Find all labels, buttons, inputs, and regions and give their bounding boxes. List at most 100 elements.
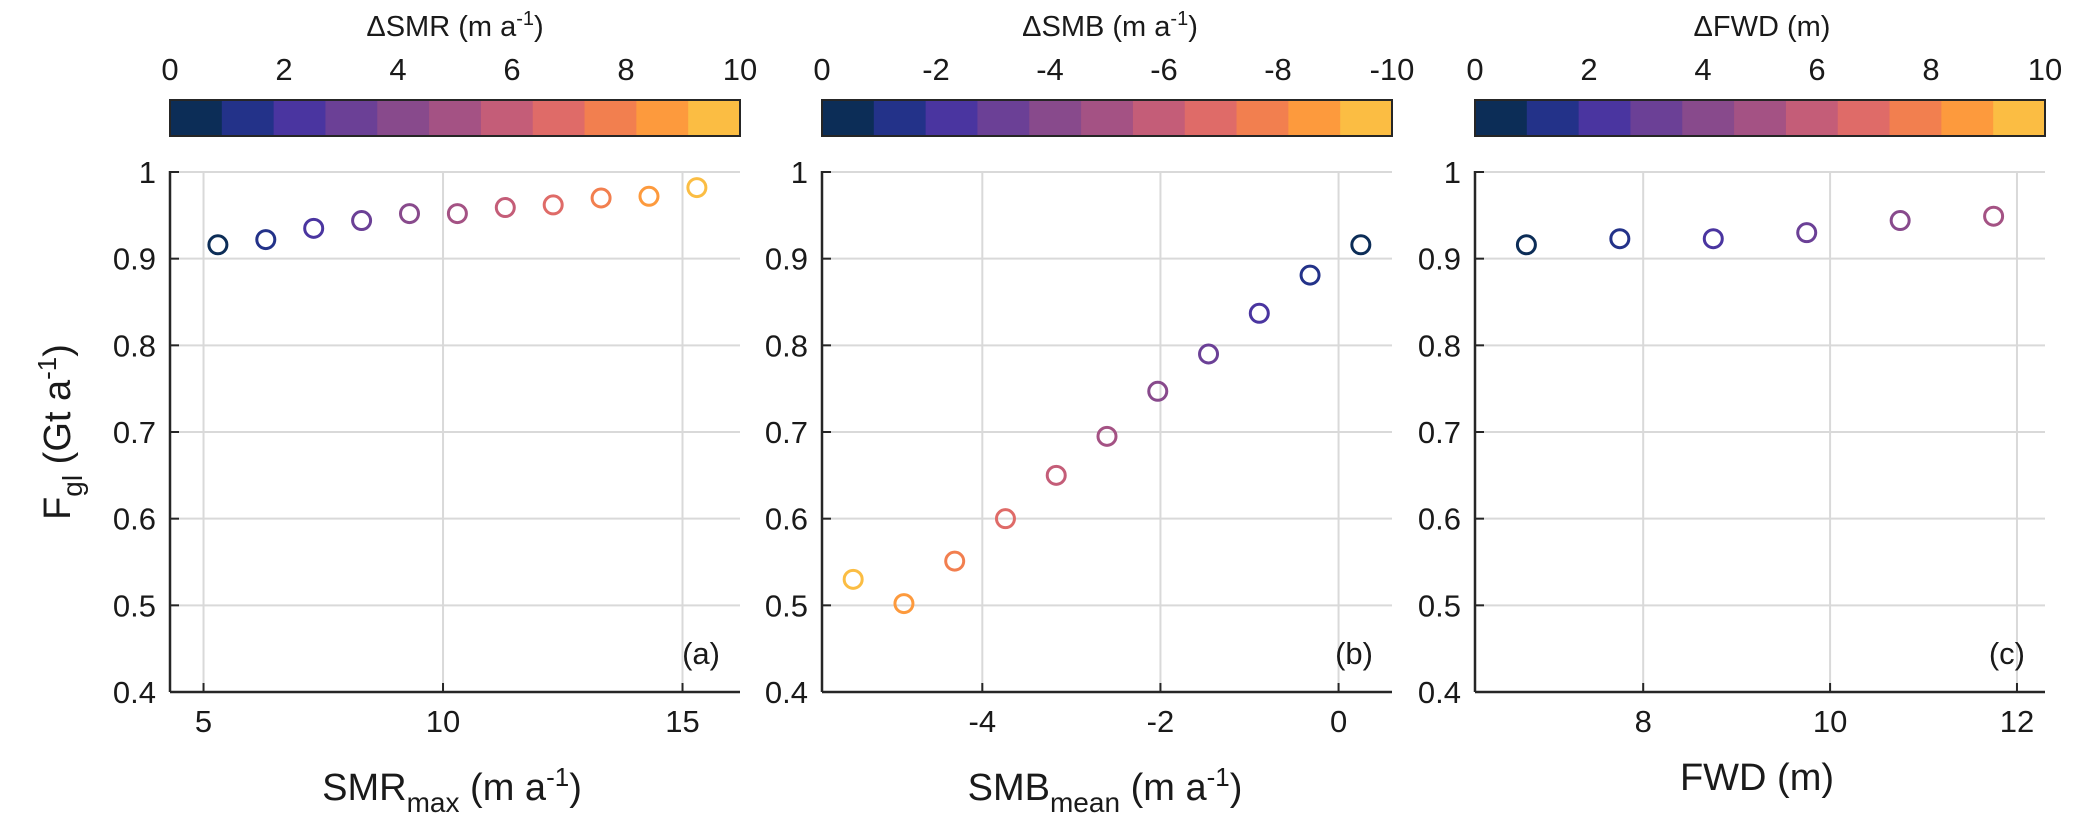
y-tick-labels: 0.4 0.5 0.6 0.7 0.8 0.9 1 [1418, 155, 1461, 710]
y-tick-labels: 0.4 0.5 0.6 0.7 0.8 0.9 1 [765, 155, 808, 710]
data-point [1515, 234, 1537, 256]
data-point [255, 229, 277, 251]
data-point [1045, 464, 1067, 486]
data-point [994, 508, 1016, 530]
panel-c: ΔFWD (m) 0 2 4 6 8 10 8 10 12 0.40.50.60.70.80.… [1418, 11, 2062, 799]
data-point [944, 550, 966, 572]
data-point [842, 568, 864, 590]
colorbar-swatch [1184, 100, 1238, 136]
data-point [1147, 380, 1169, 402]
data-point [351, 210, 373, 232]
colorbar-tick-label: 8 [617, 52, 634, 87]
y-tick-label: 0.9 [113, 242, 156, 277]
data-point [1096, 425, 1118, 447]
data-point [542, 194, 564, 216]
data-point [398, 203, 420, 225]
colorbar-tick-label: -2 [922, 52, 950, 87]
panel-b: ΔSMB (m a-1) 0 -2 -4 -6 -8 -10 -4 -2 0 0.40.50.… [765, 8, 1415, 818]
colorbar-tick-label: -4 [1036, 52, 1064, 87]
colorbar-tick-label: 0 [813, 52, 830, 87]
data-point [1609, 228, 1631, 250]
data-point [1796, 222, 1818, 244]
colorbar-swatch [170, 100, 223, 136]
y-tick-label: 0.8 [1418, 328, 1461, 363]
x-tick-label: -2 [1147, 704, 1175, 739]
y-tick-label: 0.5 [765, 588, 808, 623]
colorbar [1475, 100, 2046, 136]
x-tick-labels: 5 10 15 [195, 704, 700, 739]
colorbar-swatch [1682, 100, 1735, 136]
y-tick-labels: 0.4 0.5 0.6 0.7 0.8 0.9 1 [113, 155, 156, 710]
x-tick-label: 0 [1330, 704, 1347, 739]
data-points [1515, 205, 2005, 256]
colorbar-swatch [1630, 100, 1683, 136]
x-tick-label: 10 [1813, 704, 1847, 739]
colorbar-frame [169, 99, 741, 137]
colorbar-tick-label: 2 [275, 52, 292, 87]
x-tick-labels: 8 10 12 [1635, 704, 2035, 739]
y-tick-label: 0.4 [1418, 675, 1461, 710]
x-tick-label: 8 [1635, 704, 1652, 739]
colorbar-swatch [873, 100, 927, 136]
colorbar-swatch [1993, 100, 2046, 136]
colorbar-frame [1474, 99, 2046, 137]
axis-ticks [1475, 171, 2018, 693]
colorbar-tick-label: 8 [1922, 52, 1939, 87]
colorbar-title: ΔSMR (m a-1) [366, 8, 543, 43]
y-tick-label: 0.4 [765, 675, 808, 710]
colorbar-tick-labels: 0 -2 -4 -6 -8 -10 [813, 52, 1414, 87]
y-tick-label: 0.7 [1418, 415, 1461, 450]
colorbar-swatch [1734, 100, 1787, 136]
data-point [638, 185, 660, 207]
colorbar-tick-label: 6 [503, 52, 520, 87]
panel-a: ΔSMR (m a-1) 0 2 4 6 8 10 5 10 15 0.40.50.60.70… [32, 8, 757, 818]
colorbar-swatch [1526, 100, 1580, 136]
x-tick-label: 5 [195, 704, 212, 739]
x-axis-label: FWD (m) [1680, 757, 1834, 799]
colorbar-tick-label: 4 [1694, 52, 1711, 87]
colorbar-swatch [1288, 100, 1341, 136]
colorbar-swatch [480, 100, 534, 136]
axis-ticks [822, 171, 1340, 693]
y-tick-label: 0.7 [113, 415, 156, 450]
colorbar-tick-label: -10 [1370, 52, 1415, 87]
colorbar-swatch [429, 100, 482, 136]
data-point [686, 177, 708, 199]
colorbar-swatch [273, 100, 327, 136]
panel-label: (c) [1989, 636, 2025, 671]
colorbar-swatch [325, 100, 378, 136]
colorbar-frame [821, 99, 1393, 137]
x-tick-label: 12 [2000, 704, 2034, 739]
data-points [207, 177, 708, 256]
colorbar-swatch [977, 100, 1030, 136]
y-tick-label: 1 [791, 155, 808, 190]
y-tick-label: 1 [1444, 155, 1461, 190]
colorbar-tick-label: 2 [1580, 52, 1597, 87]
colorbar-swatch [1236, 100, 1289, 136]
colorbar-swatch [1029, 100, 1082, 136]
colorbar-tick-labels: 0 2 4 6 8 10 [1466, 52, 2062, 87]
colorbar-swatch [221, 100, 275, 136]
y-tick-label: 0.8 [113, 328, 156, 363]
data-point [1299, 264, 1321, 286]
y-tick-label: 0.9 [1418, 242, 1461, 277]
y-axis-label: Fgl (Gt a-1) [32, 344, 88, 520]
colorbar-title: ΔFWD (m) [1694, 11, 1831, 43]
y-tick-label: 0.6 [1418, 502, 1461, 537]
colorbar [170, 100, 741, 136]
colorbar-swatch [925, 100, 979, 136]
y-tick-label: 0.6 [113, 502, 156, 537]
data-point [1248, 302, 1270, 324]
colorbar-title: ΔSMB (m a-1) [1022, 8, 1198, 43]
colorbar-tick-label: 0 [161, 52, 178, 87]
colorbar-swatch [584, 100, 637, 136]
data-point [1983, 205, 2005, 227]
data-point [1350, 234, 1372, 256]
data-points [842, 234, 1372, 615]
data-point [893, 593, 915, 615]
colorbar-swatch [1889, 100, 1942, 136]
x-axis-label: SMRmax (m a-1) [322, 762, 582, 818]
colorbar-swatch [1340, 100, 1393, 136]
